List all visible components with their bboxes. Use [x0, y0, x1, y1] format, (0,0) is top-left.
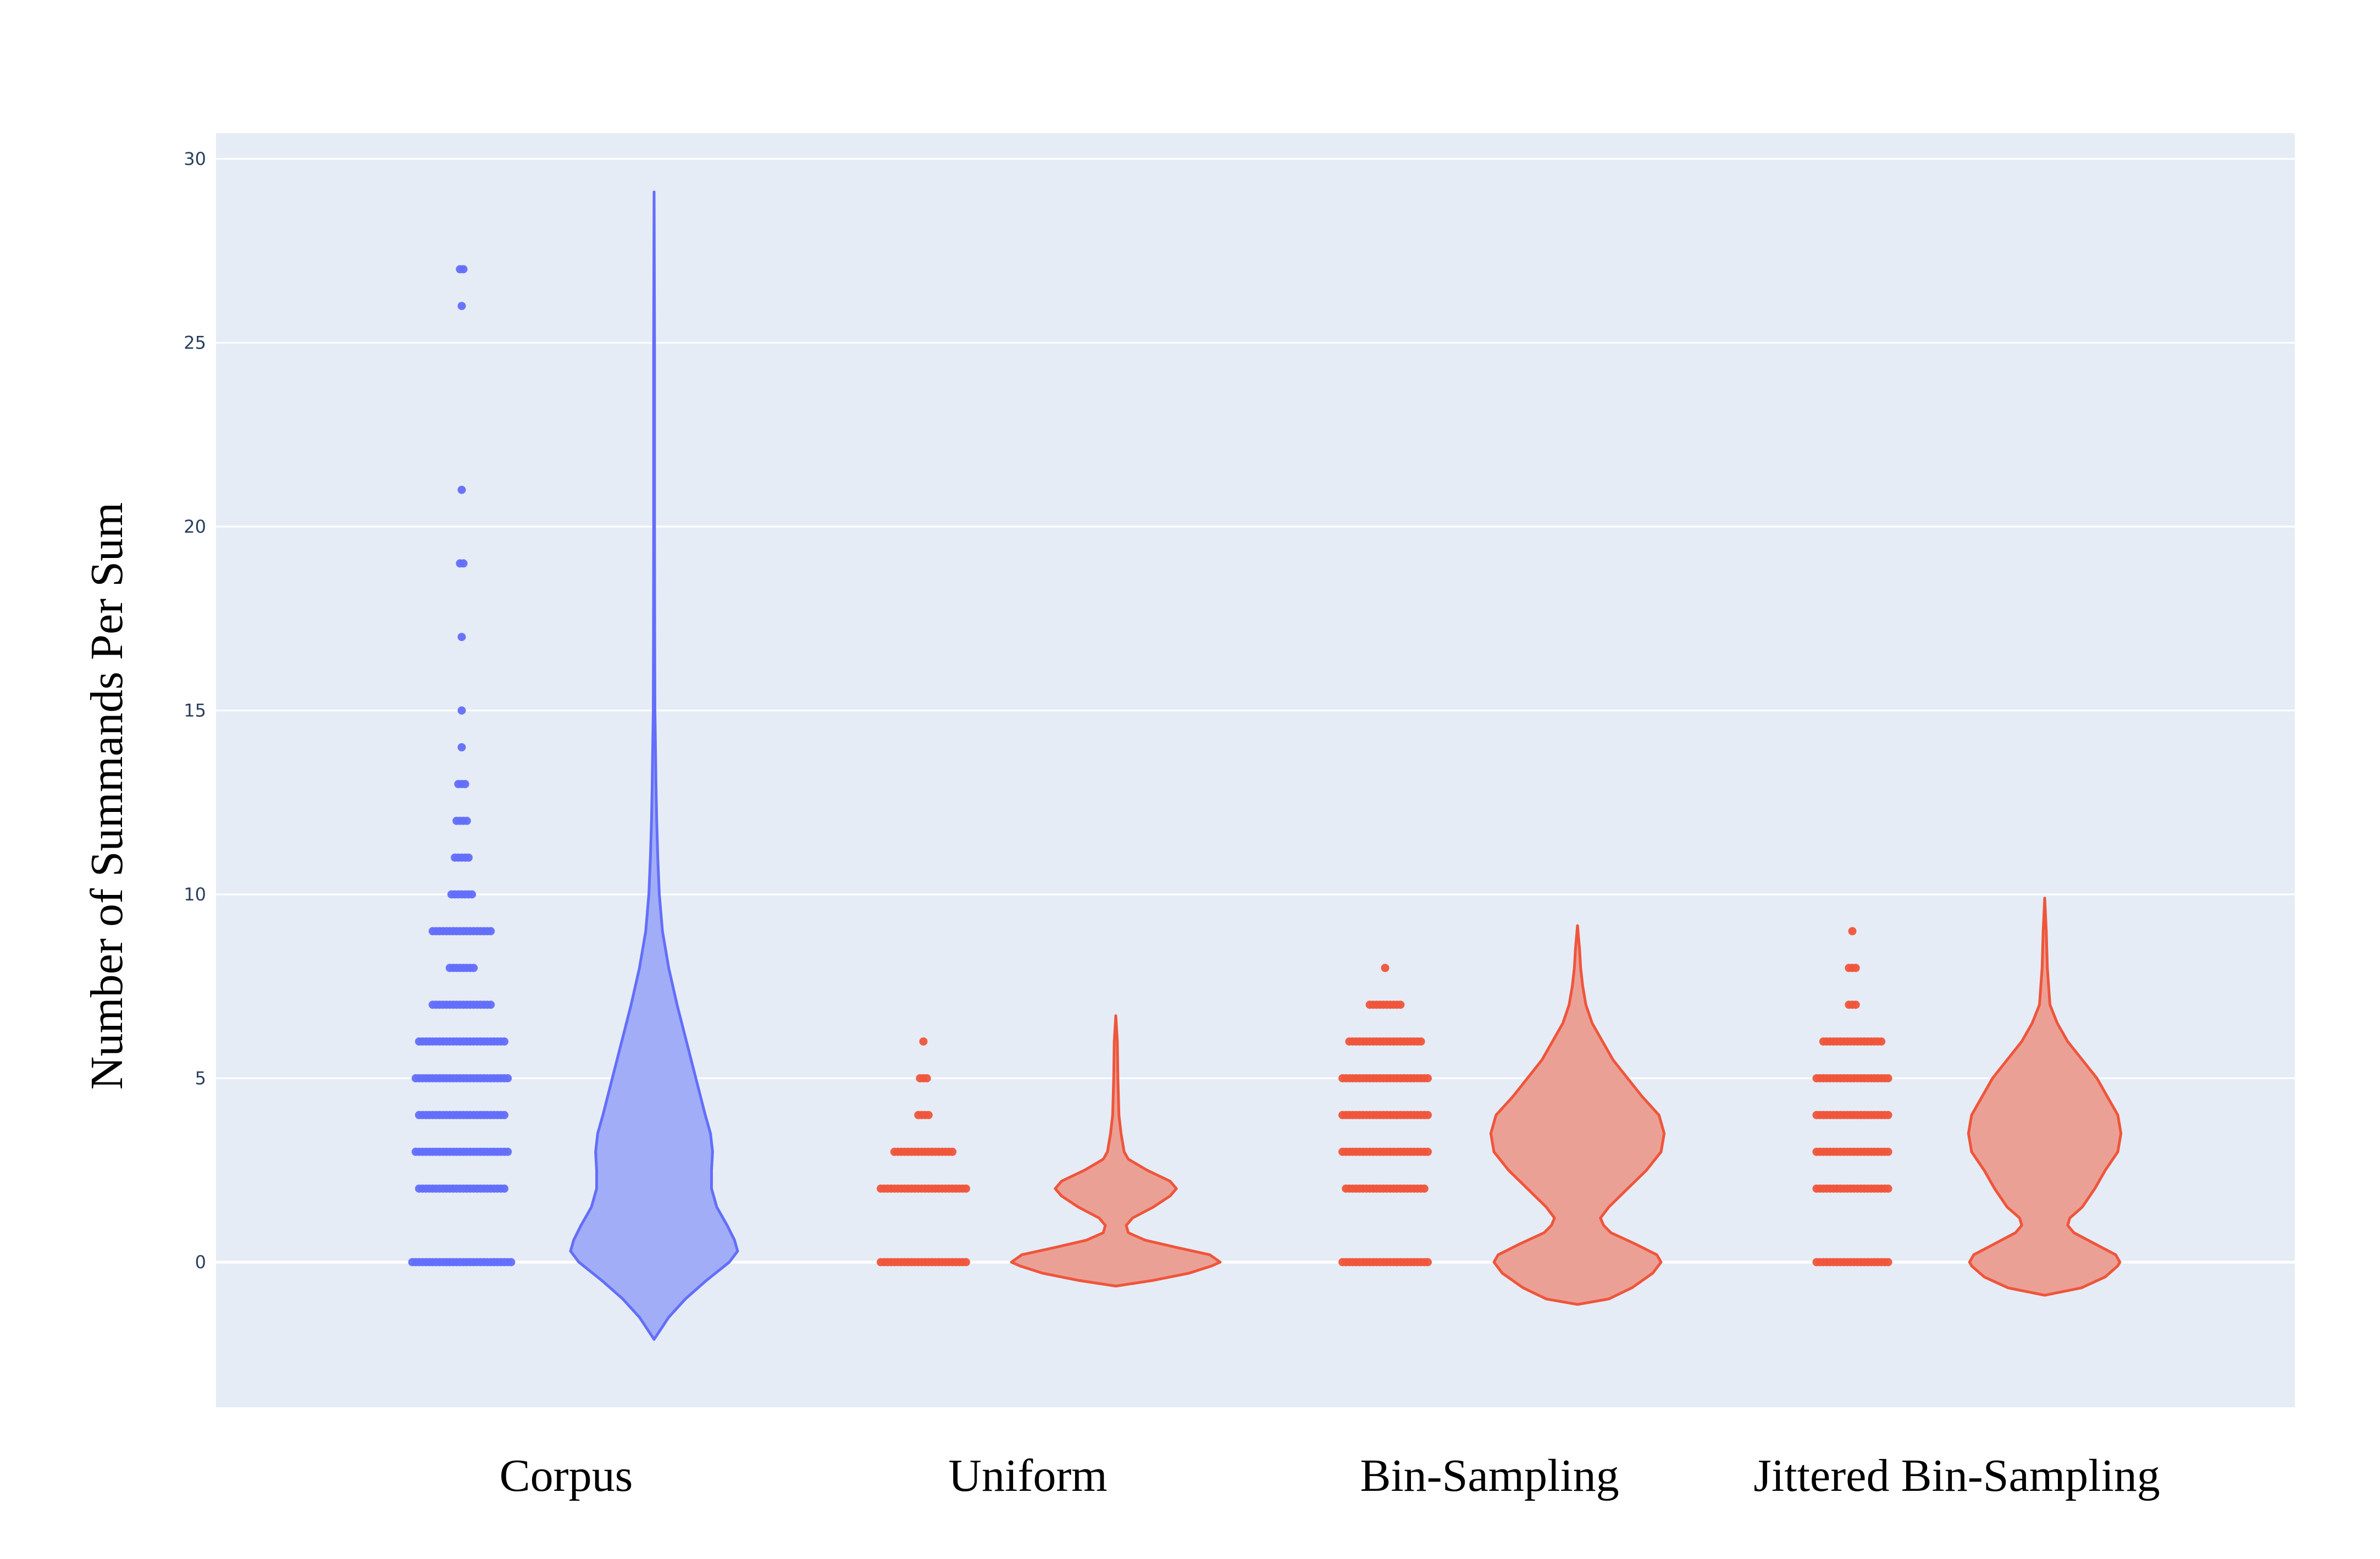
data-point [1877, 1037, 1886, 1046]
y-axis-ticks: 0 5 10 15 20 25 30 [184, 148, 206, 1273]
violin-shape [1010, 1014, 1222, 1287]
data-point [461, 780, 469, 788]
data-point [500, 1110, 508, 1119]
data-point [1424, 1258, 1432, 1267]
violin-shape [1967, 897, 2123, 1297]
data-point [1381, 964, 1390, 972]
gridlines [216, 158, 2295, 1264]
y-tick-label: 10 [184, 884, 206, 905]
data-point [507, 1258, 516, 1267]
data-point [503, 1147, 512, 1156]
data-point [1396, 1000, 1405, 1009]
data-point [1851, 1000, 1860, 1009]
x-category-label: Uniform [948, 1450, 1107, 1501]
data-point [1420, 1184, 1429, 1193]
x-category-label: Corpus [500, 1450, 633, 1501]
x-category-label: Bin-Sampling [1360, 1450, 1619, 1501]
data-point [459, 559, 468, 568]
data-point [962, 1258, 970, 1267]
data-point [919, 1037, 928, 1046]
data-point [500, 1037, 508, 1046]
data-point [503, 1074, 512, 1082]
data-point [486, 927, 495, 936]
data-point [464, 853, 473, 862]
plot-background [216, 133, 2295, 1407]
data-point [457, 743, 466, 751]
violin-shape [569, 190, 739, 1341]
traces [408, 190, 2123, 1341]
violin-shape [1489, 924, 1666, 1306]
x-axis-categories: Corpus Uniform Bin-Sampling Jittered Bin-Sa… [500, 1450, 2160, 1501]
data-point [1416, 1037, 1425, 1046]
data-point [459, 265, 468, 274]
data-point [468, 890, 477, 899]
data-point [469, 964, 478, 972]
trace-corpus [408, 190, 739, 1341]
data-point [486, 1000, 495, 1009]
trace-bin-sampling [1338, 924, 1666, 1306]
data-point [1884, 1074, 1892, 1082]
data-point [1884, 1147, 1892, 1156]
data-point [1424, 1110, 1432, 1119]
y-tick-label: 20 [184, 516, 206, 537]
data-point [948, 1147, 957, 1156]
data-point [1424, 1147, 1432, 1156]
data-point [457, 633, 466, 642]
data-point [1424, 1074, 1432, 1082]
data-point [1851, 964, 1860, 972]
y-tick-label: 0 [195, 1252, 206, 1273]
data-point [457, 302, 466, 311]
data-point [1884, 1110, 1892, 1119]
data-point [457, 485, 466, 494]
y-axis-title: Number of Summands Per Sum [81, 502, 132, 1090]
data-point [457, 706, 466, 715]
y-tick-label: 15 [184, 700, 206, 721]
trace-uniform [877, 1014, 1222, 1287]
data-point [1848, 927, 1857, 936]
data-point [1884, 1258, 1892, 1267]
trace-jittered-bin-sampling [1812, 897, 2123, 1297]
y-tick-label: 30 [184, 148, 206, 169]
data-point [924, 1110, 933, 1119]
data-point [462, 816, 471, 825]
data-point [922, 1074, 931, 1082]
data-point [1884, 1184, 1892, 1193]
y-tick-label: 5 [195, 1068, 206, 1089]
x-category-label: Jittered Bin-Sampling [1753, 1450, 2160, 1501]
y-tick-label: 25 [184, 333, 206, 353]
data-point [500, 1184, 508, 1193]
data-point [962, 1184, 970, 1193]
